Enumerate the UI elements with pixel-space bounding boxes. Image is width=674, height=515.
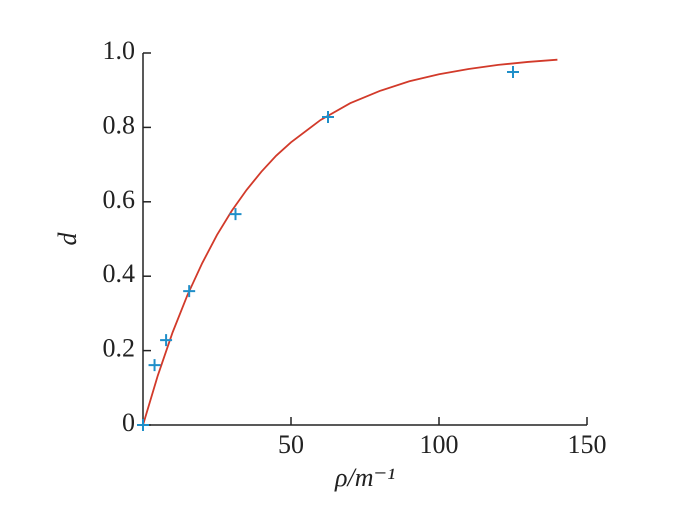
x-axis-label: ρ/m⁻¹	[334, 463, 395, 492]
data-point	[229, 208, 242, 221]
x-tick-label: 150	[568, 430, 607, 459]
y-axis-label: d	[53, 232, 82, 246]
data-point	[148, 359, 161, 372]
data-point	[160, 334, 173, 347]
y-tick-label: 1.0	[103, 36, 136, 65]
y-tick-label: 0.8	[103, 110, 136, 139]
y-tick-label: 0	[122, 408, 135, 437]
x-tick-label: 50	[278, 430, 304, 459]
data-point	[322, 110, 334, 123]
x-tick-label: 100	[420, 430, 459, 459]
data-point	[183, 285, 196, 298]
y-tick-label: 0.4	[103, 259, 136, 288]
y-tick-label: 0.2	[103, 334, 136, 363]
y-tick-label: 0.6	[103, 185, 136, 214]
fit-curve	[142, 58, 558, 426]
data-point	[137, 419, 149, 431]
data-point	[507, 65, 519, 78]
